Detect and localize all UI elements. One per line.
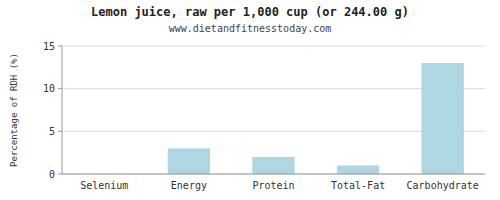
grid-line xyxy=(62,174,485,175)
y-tick-label: 10 xyxy=(43,83,55,94)
bars xyxy=(168,63,464,174)
y-tick xyxy=(58,131,62,132)
chart-container: Lemon juice, raw per 1,000 cup (or 244.0… xyxy=(0,0,500,200)
chart-svg: Lemon juice, raw per 1,000 cup (or 244.0… xyxy=(0,0,500,200)
y-tick-label: 0 xyxy=(49,169,55,180)
y-grid xyxy=(62,46,485,174)
x-ticks: Selenium Energy Protein Total-Fat Carbohydra… xyxy=(80,180,479,191)
bar xyxy=(422,63,464,174)
y-tick-label: 5 xyxy=(49,126,55,137)
x-tick-label: Protein xyxy=(252,180,294,191)
y-tick xyxy=(58,174,62,175)
x-tick-label: Carbohydrate xyxy=(407,180,479,191)
title: Lemon juice, raw per 1,000 cup (or 244.0… xyxy=(91,5,409,19)
grid-line xyxy=(62,46,485,47)
x-tick-label: Selenium xyxy=(80,180,128,191)
bar xyxy=(252,157,294,174)
x-axis-line xyxy=(62,174,485,175)
bar xyxy=(337,165,379,174)
y-axis-line xyxy=(62,46,63,174)
y-ticks: 0 5 10 15 xyxy=(43,41,62,180)
x-tick-label: Energy xyxy=(171,180,207,191)
y-tick-label: 15 xyxy=(43,41,55,52)
y-axis-label: Percentage of RDH (%) xyxy=(9,53,19,167)
subtitle: www.dietandfitnesstoday.com xyxy=(169,23,332,34)
y-tick xyxy=(58,46,62,47)
bar xyxy=(168,148,210,174)
y-tick xyxy=(58,88,62,89)
x-tick-label: Total-Fat xyxy=(331,180,385,191)
